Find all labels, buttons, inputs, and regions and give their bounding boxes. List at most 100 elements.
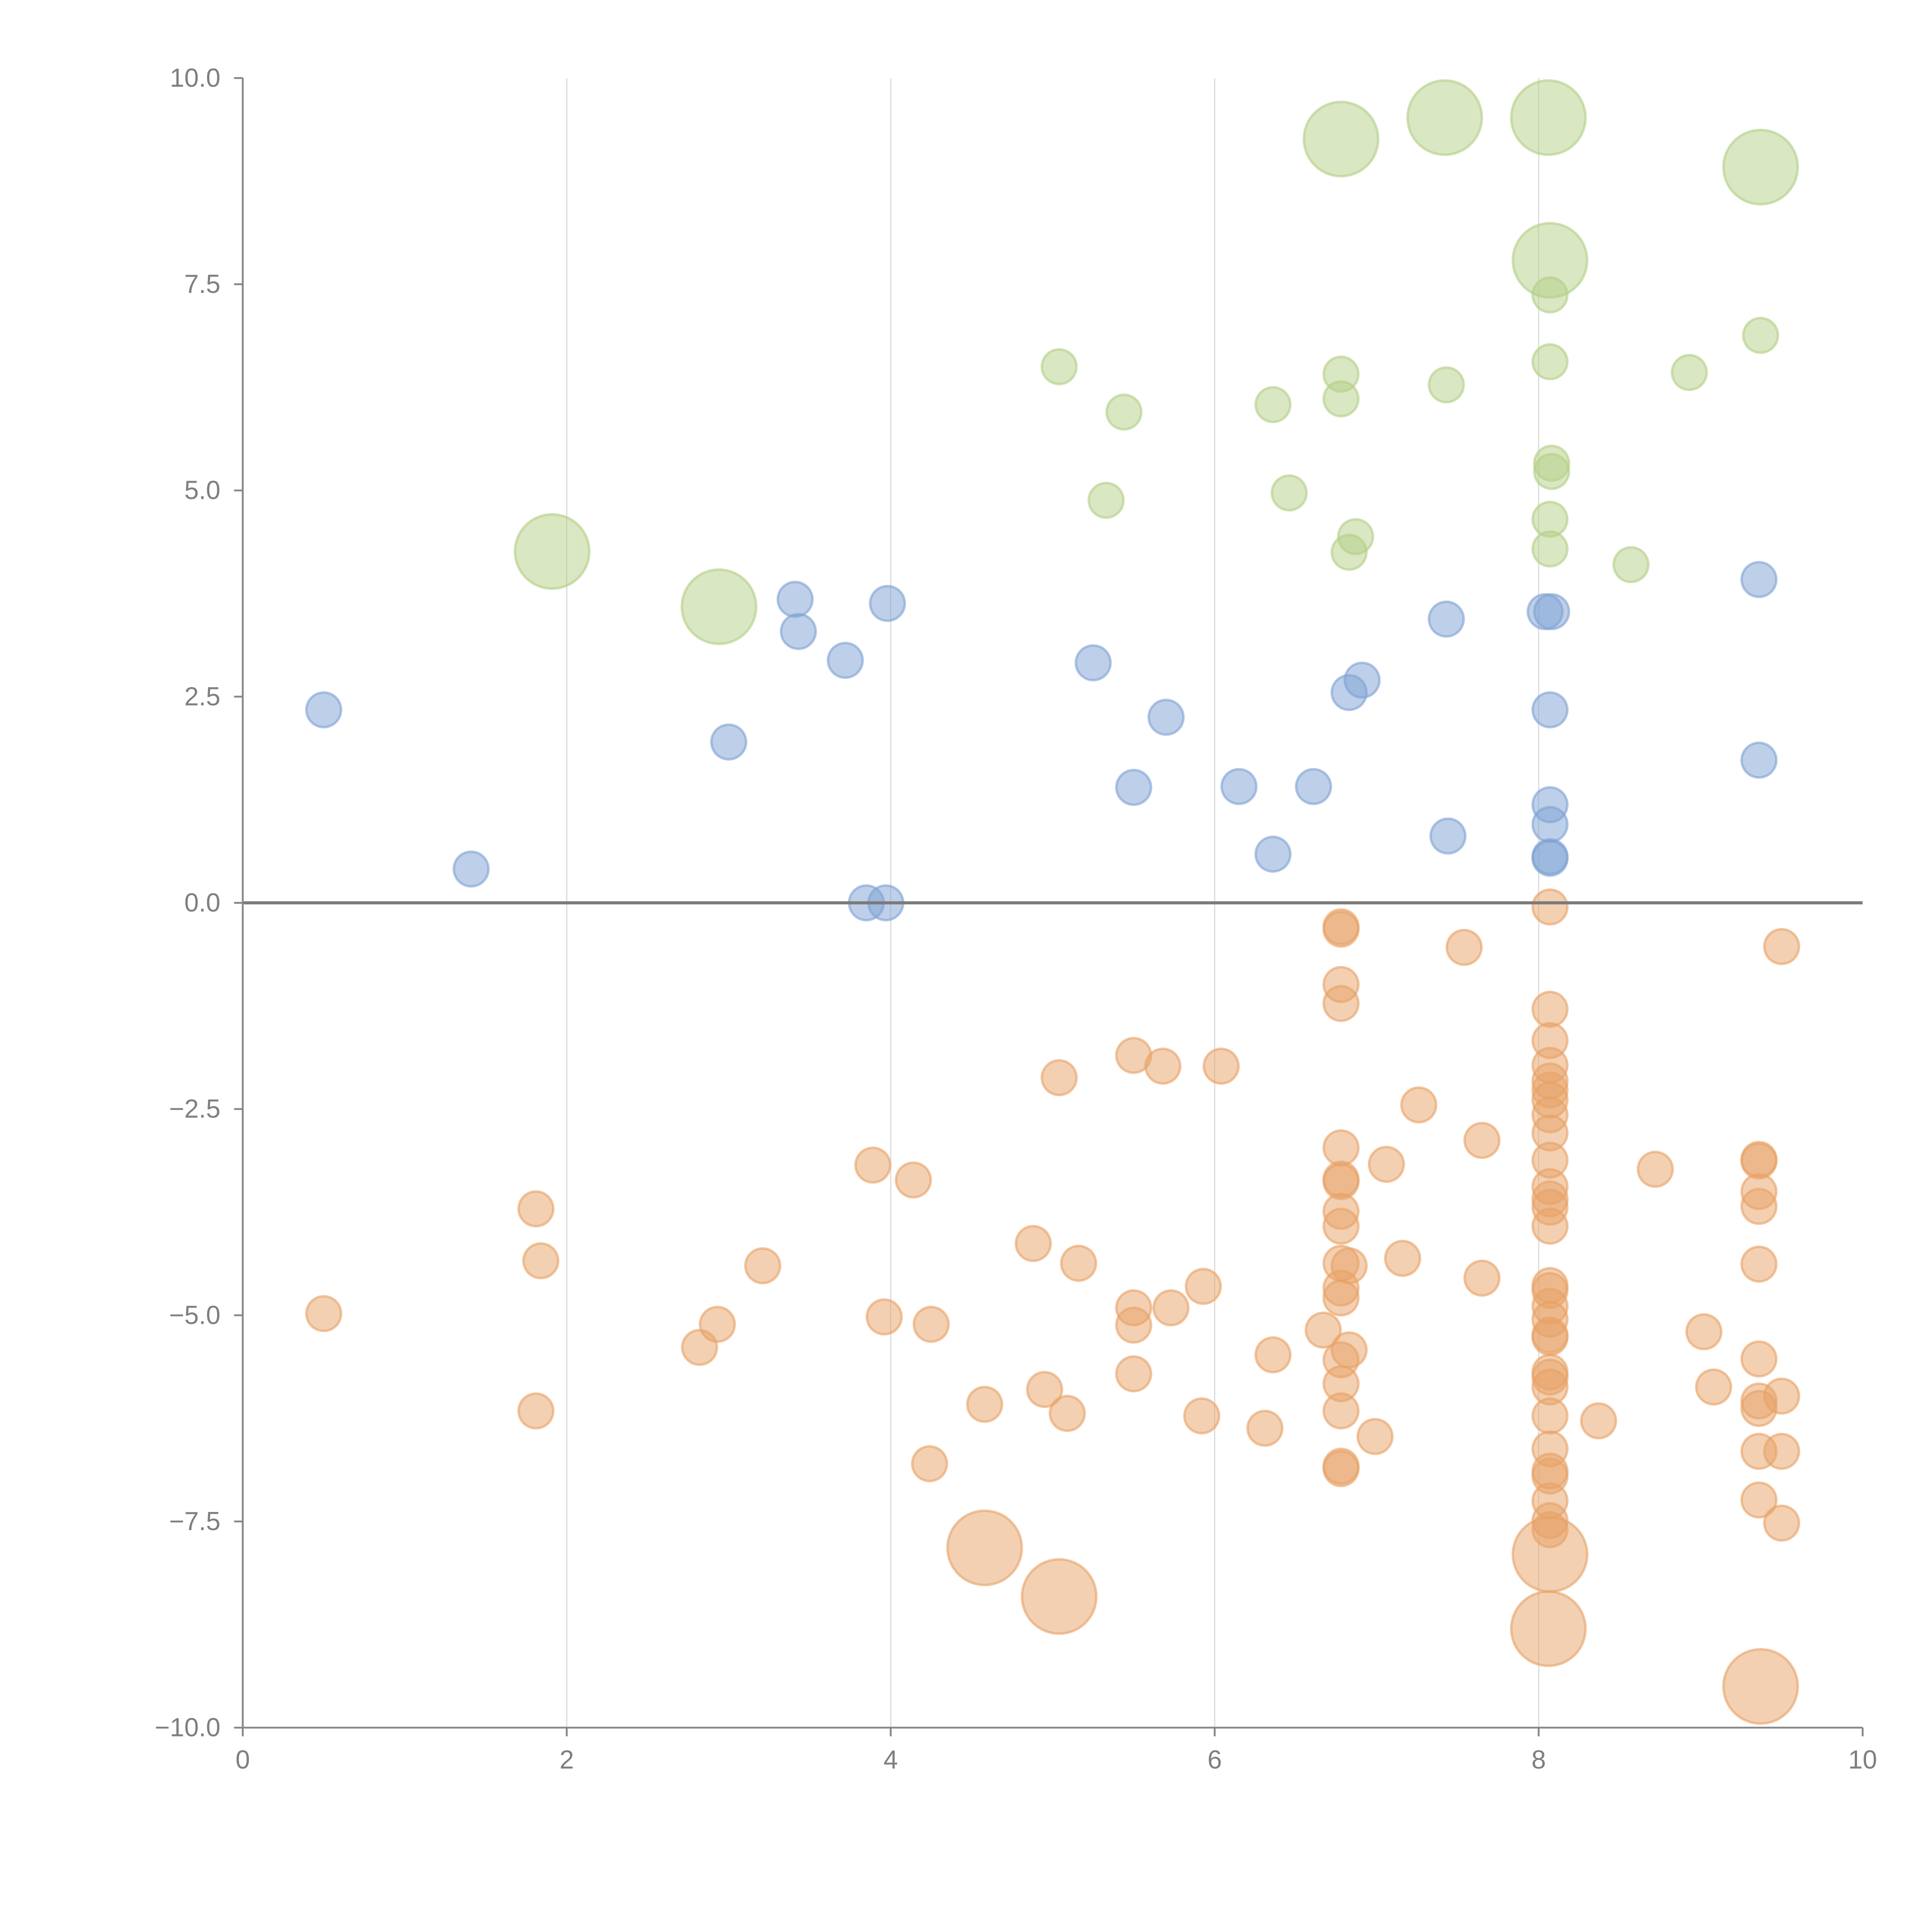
x-tick-label: 4 [883, 1745, 898, 1774]
data-point-orange [1636, 1150, 1674, 1188]
data-point-orange [866, 1298, 903, 1336]
data-points [305, 79, 1800, 1725]
data-point-orange [1763, 1432, 1800, 1470]
data-point-blue [710, 723, 747, 761]
data-point-orange [1722, 1648, 1799, 1725]
data-point-green [1041, 348, 1078, 386]
data-point-blue [1531, 840, 1569, 877]
data-point-green [1612, 546, 1650, 583]
y-tick-label: −7.5 [169, 1507, 221, 1536]
data-point-orange [1531, 1511, 1569, 1548]
axes: 0 2 4 6 8 10 10.0 7.5 5.0 2.5 0.0 −2.5 −5.0 −7.5 −10.0 [155, 63, 1877, 1774]
data-point-orange [895, 1161, 932, 1199]
data-point-orange [1463, 1259, 1501, 1297]
data-point-orange [1356, 1418, 1394, 1455]
data-point-orange [854, 1146, 892, 1184]
data-point-green [1533, 453, 1570, 490]
data-point-green [1531, 343, 1569, 381]
data-point-orange [1510, 1590, 1587, 1667]
data-point-orange [1322, 1392, 1360, 1430]
data-point-orange [1685, 1313, 1723, 1350]
data-point-orange [1254, 1336, 1292, 1374]
data-point-green [1270, 474, 1308, 512]
data-point-orange [699, 1306, 736, 1343]
data-point-blue [1344, 662, 1381, 699]
data-point-orange [744, 1247, 782, 1284]
data-point-orange [1531, 990, 1569, 1028]
x-tick-label: 6 [1208, 1745, 1222, 1774]
data-point-orange [1400, 1086, 1437, 1124]
data-point-orange [305, 1295, 342, 1332]
data-point-orange [1695, 1368, 1732, 1406]
data-point-blue [1115, 769, 1153, 806]
data-point-green [1087, 481, 1125, 519]
data-point-blue [1429, 817, 1467, 855]
data-point-orange [1322, 910, 1360, 948]
data-point-green [1531, 530, 1569, 568]
data-point-orange [1740, 1245, 1778, 1283]
data-point-orange [1049, 1395, 1086, 1432]
data-point-blue [1740, 561, 1778, 598]
data-point-green [1254, 386, 1292, 423]
data-point-orange [1041, 1059, 1078, 1097]
data-point-orange [966, 1386, 1003, 1423]
data-point-orange [1531, 1208, 1569, 1245]
data-point-blue [780, 613, 817, 650]
data-point-orange [1115, 1306, 1153, 1344]
data-point-green [1670, 354, 1708, 391]
data-point-orange [1304, 1311, 1342, 1349]
data-point-orange [1580, 1402, 1617, 1440]
data-point-green [1406, 79, 1483, 156]
data-point-orange [1322, 1129, 1360, 1167]
data-point-orange [517, 1190, 555, 1228]
data-point-green [1742, 316, 1779, 354]
data-point-orange [522, 1242, 560, 1280]
data-point-blue [776, 580, 814, 618]
data-point-orange [1060, 1245, 1097, 1282]
data-point-orange [1144, 1048, 1182, 1085]
data-point-orange [1463, 1122, 1501, 1159]
data-point-orange [1763, 1377, 1800, 1415]
data-point-blue [452, 850, 490, 888]
data-point-orange [1446, 929, 1483, 966]
data-point-orange [1185, 1268, 1222, 1305]
data-point-blue [1075, 644, 1112, 682]
x-tick-label: 0 [235, 1745, 250, 1774]
y-tick-label: −10.0 [155, 1713, 220, 1742]
data-point-green [1330, 534, 1368, 571]
x-tick-label: 8 [1531, 1745, 1546, 1774]
data-point-blue [827, 641, 864, 679]
y-tick-label: −2.5 [169, 1095, 221, 1124]
data-point-orange [1740, 1340, 1778, 1378]
data-point-orange [1026, 1371, 1063, 1408]
data-point-green [1303, 100, 1379, 178]
data-point-blue [305, 691, 342, 729]
y-tick-label: 0.0 [184, 888, 221, 917]
data-point-green [1105, 393, 1143, 431]
y-tick-label: 2.5 [184, 682, 221, 711]
data-point-green [1531, 276, 1569, 314]
data-point-orange [1202, 1048, 1240, 1085]
data-point-blue [1531, 806, 1569, 843]
data-point-blue [869, 585, 906, 622]
data-point-orange [1367, 1146, 1405, 1183]
data-point-green [680, 568, 758, 645]
data-point-green [1322, 380, 1360, 418]
data-point-orange [1763, 928, 1800, 965]
data-point-blue [1740, 742, 1778, 779]
data-point-blue [1220, 768, 1258, 805]
data-point-blue [1428, 600, 1465, 638]
data-point-green [1428, 366, 1465, 404]
data-point-orange [1152, 1289, 1190, 1327]
data-point-orange [946, 1509, 1023, 1587]
data-point-blue [1295, 768, 1332, 805]
data-point-green [1722, 129, 1799, 206]
data-point-blue [1254, 835, 1292, 873]
data-point-orange [912, 1306, 950, 1343]
data-point-orange [1322, 985, 1360, 1022]
x-tick-label: 10 [1848, 1745, 1877, 1774]
data-point-orange [1763, 1504, 1800, 1542]
data-point-green [514, 513, 591, 590]
